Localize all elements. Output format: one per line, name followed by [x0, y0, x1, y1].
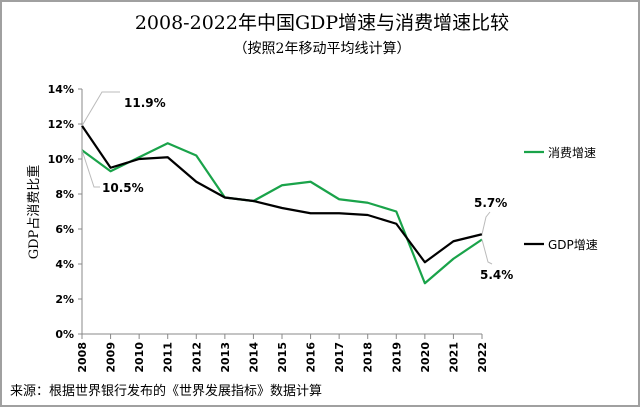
y-axis-label: GDP占消费比重 — [26, 165, 42, 260]
x-tick-label: 2012 — [190, 342, 203, 373]
annotation-leader — [81, 150, 100, 188]
y-tick-label: 0% — [55, 328, 74, 341]
annotation-leader — [81, 91, 120, 127]
x-tick-label: 2019 — [390, 342, 403, 373]
y-tick-label: 10% — [48, 153, 74, 166]
chart-subtitle: （按照2年移动平均线计算） — [234, 41, 411, 57]
y-tick-label: 6% — [55, 223, 74, 236]
source-note: 来源：根据世界银行发布的《世界发展指标》数据计算 — [10, 383, 322, 399]
y-tick-label: 4% — [55, 258, 74, 271]
x-tick-label: 2010 — [133, 342, 146, 373]
x-tick-label: 2015 — [276, 342, 289, 373]
x-tick-label: 2021 — [447, 342, 460, 373]
legend-label: 消费增速 — [548, 146, 596, 160]
annotation-leader — [481, 239, 493, 265]
x-tick-label: 2022 — [476, 342, 489, 373]
y-tick-label: 14% — [48, 83, 74, 96]
legend-label: GDP增速 — [548, 238, 598, 252]
x-tick-label: 2016 — [305, 342, 318, 373]
x-tick-label: 2008 — [76, 342, 89, 373]
x-tick-label: 2014 — [247, 342, 260, 373]
y-tick-label: 2% — [55, 293, 74, 306]
x-tick-label: 2011 — [162, 342, 175, 373]
series-line-consumption — [81, 142, 483, 285]
x-tick-label: 2020 — [419, 342, 432, 373]
data-label: 5.4% — [480, 268, 513, 282]
x-tick-label: 2017 — [333, 342, 346, 373]
x-tick-label: 2018 — [362, 342, 375, 373]
annotation-leader — [481, 211, 491, 235]
x-tick-label: 2009 — [105, 342, 118, 373]
chart-title: 2008-2022年中国GDP增速与消费增速比较 — [135, 12, 509, 34]
y-tick-label: 12% — [48, 118, 74, 131]
data-label: 5.7% — [474, 196, 507, 210]
x-tick-label: 2013 — [219, 342, 232, 373]
y-tick-label: 8% — [55, 188, 74, 201]
data-label: 10.5% — [102, 181, 144, 195]
data-label: 11.9% — [124, 96, 166, 110]
